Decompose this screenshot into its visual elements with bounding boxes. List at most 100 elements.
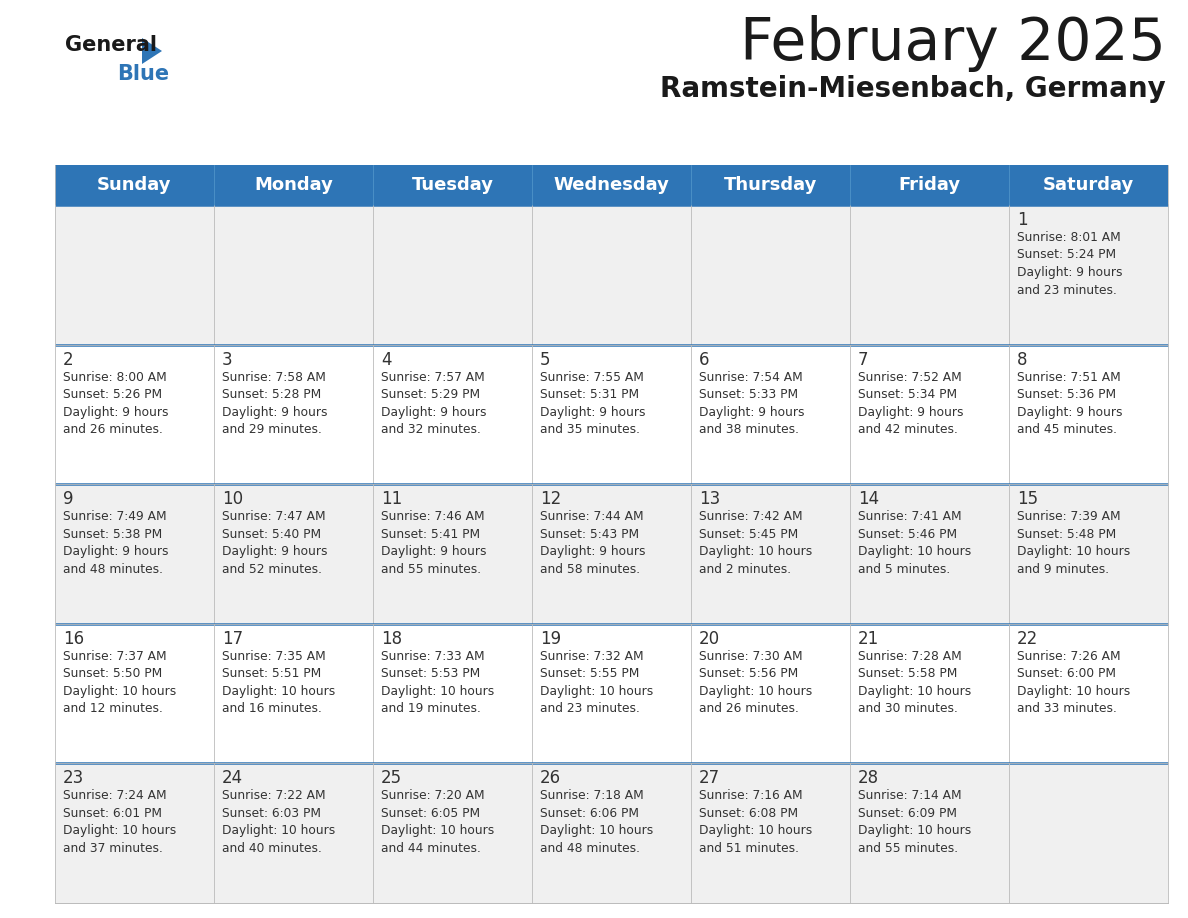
- Text: and 35 minutes.: and 35 minutes.: [541, 423, 640, 436]
- Text: Sunrise: 8:00 AM: Sunrise: 8:00 AM: [63, 371, 166, 384]
- Text: General: General: [65, 35, 157, 55]
- Text: and 58 minutes.: and 58 minutes.: [541, 563, 640, 576]
- Text: 21: 21: [858, 630, 879, 648]
- Text: 3: 3: [222, 351, 233, 369]
- Text: Daylight: 9 hours: Daylight: 9 hours: [1017, 406, 1123, 419]
- Text: 27: 27: [699, 769, 720, 788]
- Text: Ramstein-Miesenbach, Germany: Ramstein-Miesenbach, Germany: [661, 75, 1165, 103]
- Text: Sunrise: 7:22 AM: Sunrise: 7:22 AM: [222, 789, 326, 802]
- Text: Tuesday: Tuesday: [411, 176, 493, 194]
- Text: Sunrise: 7:20 AM: Sunrise: 7:20 AM: [381, 789, 485, 802]
- Text: and 48 minutes.: and 48 minutes.: [63, 563, 163, 576]
- Text: and 23 minutes.: and 23 minutes.: [1017, 284, 1117, 297]
- Text: Sunset: 5:50 PM: Sunset: 5:50 PM: [63, 667, 163, 680]
- Text: Sunrise: 7:32 AM: Sunrise: 7:32 AM: [541, 650, 644, 663]
- Text: Daylight: 9 hours: Daylight: 9 hours: [381, 545, 487, 558]
- Text: and 44 minutes.: and 44 minutes.: [381, 842, 481, 855]
- Text: and 52 minutes.: and 52 minutes.: [222, 563, 322, 576]
- Text: Daylight: 9 hours: Daylight: 9 hours: [1017, 266, 1123, 279]
- Text: Sunrise: 7:55 AM: Sunrise: 7:55 AM: [541, 371, 644, 384]
- Text: and 32 minutes.: and 32 minutes.: [381, 423, 481, 436]
- Text: Sunrise: 7:42 AM: Sunrise: 7:42 AM: [699, 510, 803, 523]
- Text: and 29 minutes.: and 29 minutes.: [222, 423, 322, 436]
- Text: 22: 22: [1017, 630, 1038, 648]
- Text: 18: 18: [381, 630, 402, 648]
- Text: Sunset: 5:31 PM: Sunset: 5:31 PM: [541, 388, 639, 401]
- Text: Sunset: 6:01 PM: Sunset: 6:01 PM: [63, 807, 162, 820]
- Text: Sunrise: 7:54 AM: Sunrise: 7:54 AM: [699, 371, 803, 384]
- Text: Sunrise: 7:47 AM: Sunrise: 7:47 AM: [222, 510, 326, 523]
- Bar: [55, 165, 1168, 205]
- Text: and 2 minutes.: and 2 minutes.: [699, 563, 791, 576]
- Text: Friday: Friday: [898, 176, 961, 194]
- Text: 14: 14: [858, 490, 879, 509]
- Text: Monday: Monday: [254, 176, 333, 194]
- Text: and 55 minutes.: and 55 minutes.: [858, 842, 959, 855]
- Text: Thursday: Thursday: [723, 176, 817, 194]
- Text: 8: 8: [1017, 351, 1028, 369]
- Text: and 55 minutes.: and 55 minutes.: [381, 563, 481, 576]
- Text: Sunrise: 7:58 AM: Sunrise: 7:58 AM: [222, 371, 326, 384]
- Text: Sunset: 5:29 PM: Sunset: 5:29 PM: [381, 388, 480, 401]
- Text: Daylight: 10 hours: Daylight: 10 hours: [1017, 545, 1130, 558]
- Text: 1: 1: [1017, 211, 1028, 229]
- Text: and 48 minutes.: and 48 minutes.: [541, 842, 640, 855]
- Text: Sunset: 5:38 PM: Sunset: 5:38 PM: [63, 528, 163, 541]
- Text: Sunset: 5:33 PM: Sunset: 5:33 PM: [699, 388, 798, 401]
- Text: 11: 11: [381, 490, 403, 509]
- Text: and 23 minutes.: and 23 minutes.: [541, 702, 640, 715]
- Text: Daylight: 9 hours: Daylight: 9 hours: [699, 406, 804, 419]
- Text: Daylight: 10 hours: Daylight: 10 hours: [699, 545, 813, 558]
- Text: and 26 minutes.: and 26 minutes.: [63, 423, 163, 436]
- Text: and 42 minutes.: and 42 minutes.: [858, 423, 958, 436]
- Text: Sunrise: 7:57 AM: Sunrise: 7:57 AM: [381, 371, 485, 384]
- Text: Sunset: 5:24 PM: Sunset: 5:24 PM: [1017, 249, 1116, 262]
- Text: Sunrise: 7:37 AM: Sunrise: 7:37 AM: [63, 650, 166, 663]
- Text: 17: 17: [222, 630, 244, 648]
- Text: Sunrise: 7:30 AM: Sunrise: 7:30 AM: [699, 650, 803, 663]
- Text: and 16 minutes.: and 16 minutes.: [222, 702, 322, 715]
- Text: Daylight: 10 hours: Daylight: 10 hours: [381, 685, 494, 698]
- Text: Sunset: 5:26 PM: Sunset: 5:26 PM: [63, 388, 162, 401]
- Text: Daylight: 10 hours: Daylight: 10 hours: [858, 685, 972, 698]
- Text: 5: 5: [541, 351, 550, 369]
- Text: and 9 minutes.: and 9 minutes.: [1017, 563, 1110, 576]
- Text: Daylight: 10 hours: Daylight: 10 hours: [222, 824, 335, 837]
- Text: and 40 minutes.: and 40 minutes.: [222, 842, 322, 855]
- Text: Sunset: 5:56 PM: Sunset: 5:56 PM: [699, 667, 798, 680]
- Text: Daylight: 10 hours: Daylight: 10 hours: [541, 685, 653, 698]
- Text: Sunrise: 7:49 AM: Sunrise: 7:49 AM: [63, 510, 166, 523]
- Text: 20: 20: [699, 630, 720, 648]
- Text: Sunrise: 7:14 AM: Sunrise: 7:14 AM: [858, 789, 961, 802]
- Text: Sunset: 5:53 PM: Sunset: 5:53 PM: [381, 667, 480, 680]
- Text: and 37 minutes.: and 37 minutes.: [63, 842, 163, 855]
- Text: 28: 28: [858, 769, 879, 788]
- Text: Daylight: 10 hours: Daylight: 10 hours: [63, 824, 176, 837]
- Text: and 51 minutes.: and 51 minutes.: [699, 842, 800, 855]
- Text: Sunset: 5:58 PM: Sunset: 5:58 PM: [858, 667, 958, 680]
- Text: and 38 minutes.: and 38 minutes.: [699, 423, 800, 436]
- Text: February 2025: February 2025: [740, 15, 1165, 72]
- Text: Sunset: 5:45 PM: Sunset: 5:45 PM: [699, 528, 798, 541]
- Text: and 45 minutes.: and 45 minutes.: [1017, 423, 1117, 436]
- Text: 7: 7: [858, 351, 868, 369]
- Text: 9: 9: [63, 490, 74, 509]
- Text: Sunrise: 7:16 AM: Sunrise: 7:16 AM: [699, 789, 803, 802]
- Text: Sunrise: 7:39 AM: Sunrise: 7:39 AM: [1017, 510, 1120, 523]
- Text: Wednesday: Wednesday: [554, 176, 669, 194]
- Text: 2: 2: [63, 351, 74, 369]
- Text: and 19 minutes.: and 19 minutes.: [381, 702, 481, 715]
- Text: Sunset: 5:40 PM: Sunset: 5:40 PM: [222, 528, 321, 541]
- Polygon shape: [143, 38, 162, 64]
- Text: Sunset: 6:03 PM: Sunset: 6:03 PM: [222, 807, 321, 820]
- Text: Daylight: 9 hours: Daylight: 9 hours: [381, 406, 487, 419]
- Text: and 5 minutes.: and 5 minutes.: [858, 563, 950, 576]
- Text: 13: 13: [699, 490, 720, 509]
- Text: Daylight: 9 hours: Daylight: 9 hours: [541, 406, 645, 419]
- Text: Sunrise: 7:26 AM: Sunrise: 7:26 AM: [1017, 650, 1120, 663]
- Text: Sunset: 6:08 PM: Sunset: 6:08 PM: [699, 807, 798, 820]
- Text: Blue: Blue: [116, 64, 169, 84]
- Text: Sunset: 5:51 PM: Sunset: 5:51 PM: [222, 667, 321, 680]
- Text: Daylight: 9 hours: Daylight: 9 hours: [63, 545, 169, 558]
- Text: Daylight: 10 hours: Daylight: 10 hours: [699, 824, 813, 837]
